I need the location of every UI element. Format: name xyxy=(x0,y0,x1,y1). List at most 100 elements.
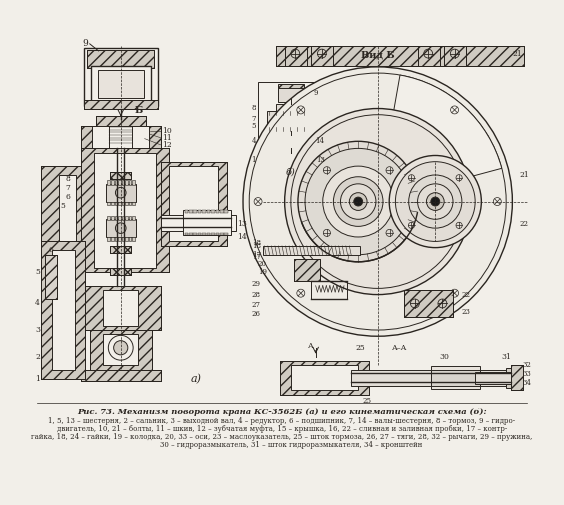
Circle shape xyxy=(116,187,126,198)
Circle shape xyxy=(409,175,462,228)
Bar xyxy=(125,201,128,205)
Bar xyxy=(110,268,131,275)
Bar xyxy=(122,216,124,220)
Text: 34: 34 xyxy=(522,379,531,387)
Bar xyxy=(83,99,158,109)
Bar xyxy=(110,246,131,253)
Bar xyxy=(129,180,131,185)
Bar xyxy=(108,180,110,185)
Bar xyxy=(96,116,146,126)
Text: А–А: А–А xyxy=(392,344,408,352)
Text: 32: 32 xyxy=(522,362,531,370)
Bar xyxy=(45,255,57,299)
Bar xyxy=(133,237,135,240)
Bar xyxy=(404,290,453,317)
Text: 28: 28 xyxy=(252,290,261,298)
Text: 7: 7 xyxy=(65,184,70,192)
Bar xyxy=(271,135,311,148)
Bar xyxy=(110,268,131,275)
Bar xyxy=(258,82,324,171)
Bar xyxy=(90,330,152,370)
Bar xyxy=(111,216,114,220)
Bar xyxy=(271,153,311,166)
Circle shape xyxy=(417,184,453,219)
Bar xyxy=(81,370,161,381)
Bar xyxy=(202,211,206,213)
Bar xyxy=(510,366,523,390)
Bar xyxy=(98,70,144,98)
Text: 30: 30 xyxy=(439,352,449,361)
Circle shape xyxy=(243,67,512,336)
Text: 5: 5 xyxy=(61,202,65,210)
Text: 29: 29 xyxy=(252,280,261,288)
Circle shape xyxy=(305,148,411,255)
Bar xyxy=(114,201,117,205)
Text: 6: 6 xyxy=(65,193,70,201)
Bar xyxy=(506,368,519,388)
Bar xyxy=(81,126,161,148)
Bar xyxy=(122,201,124,205)
Text: 14: 14 xyxy=(316,137,325,145)
Bar xyxy=(118,201,121,205)
Text: 20: 20 xyxy=(258,260,267,268)
Bar xyxy=(111,180,114,185)
Bar xyxy=(198,211,201,213)
Bar xyxy=(133,180,135,185)
Circle shape xyxy=(285,109,471,294)
Bar xyxy=(211,211,215,213)
Bar xyxy=(111,201,114,205)
Bar xyxy=(83,48,158,106)
Text: 22: 22 xyxy=(519,220,528,228)
Text: 8: 8 xyxy=(65,175,70,183)
Bar xyxy=(125,180,128,185)
Bar xyxy=(105,184,136,201)
Bar xyxy=(110,172,131,179)
Text: 25: 25 xyxy=(363,397,372,405)
Bar xyxy=(189,211,192,213)
Bar xyxy=(224,233,228,235)
Text: 21: 21 xyxy=(519,171,529,179)
Bar xyxy=(224,211,228,213)
Text: 18: 18 xyxy=(252,239,261,247)
Bar xyxy=(94,153,156,268)
Bar xyxy=(114,216,117,220)
Bar xyxy=(206,211,210,213)
Bar xyxy=(108,216,110,220)
Bar xyxy=(92,126,149,148)
Bar xyxy=(262,246,360,255)
Bar xyxy=(45,255,57,299)
Bar xyxy=(161,162,227,246)
Text: 19: 19 xyxy=(258,269,267,276)
Text: 8: 8 xyxy=(252,104,256,112)
Text: 14: 14 xyxy=(237,233,247,241)
Circle shape xyxy=(333,177,383,226)
Text: 5: 5 xyxy=(35,269,40,276)
Text: 10: 10 xyxy=(162,127,171,135)
Bar xyxy=(215,233,219,235)
Text: 30 – гидроразмыкатель, 31 – шток гидроразмыкателя, 34 – кронштейн: 30 – гидроразмыкатель, 31 – шток гидрора… xyxy=(142,441,422,449)
Bar xyxy=(87,50,155,68)
Circle shape xyxy=(341,184,376,219)
Text: 3: 3 xyxy=(35,326,40,334)
Circle shape xyxy=(389,156,481,247)
Bar xyxy=(291,366,358,390)
Bar xyxy=(276,46,524,66)
Bar xyxy=(475,372,515,384)
Bar xyxy=(220,233,223,235)
Bar xyxy=(193,211,197,213)
Circle shape xyxy=(349,193,367,211)
Circle shape xyxy=(354,197,363,206)
Bar xyxy=(133,201,135,205)
Bar xyxy=(404,290,453,317)
Bar xyxy=(52,250,74,370)
Bar xyxy=(417,46,440,66)
Bar xyxy=(110,172,131,179)
Circle shape xyxy=(108,335,133,360)
Text: а): а) xyxy=(191,374,201,384)
Text: 4: 4 xyxy=(35,299,40,308)
Bar xyxy=(161,215,236,231)
Bar xyxy=(220,211,223,213)
Text: 26: 26 xyxy=(252,310,261,318)
Circle shape xyxy=(395,162,475,241)
Bar xyxy=(108,237,110,240)
